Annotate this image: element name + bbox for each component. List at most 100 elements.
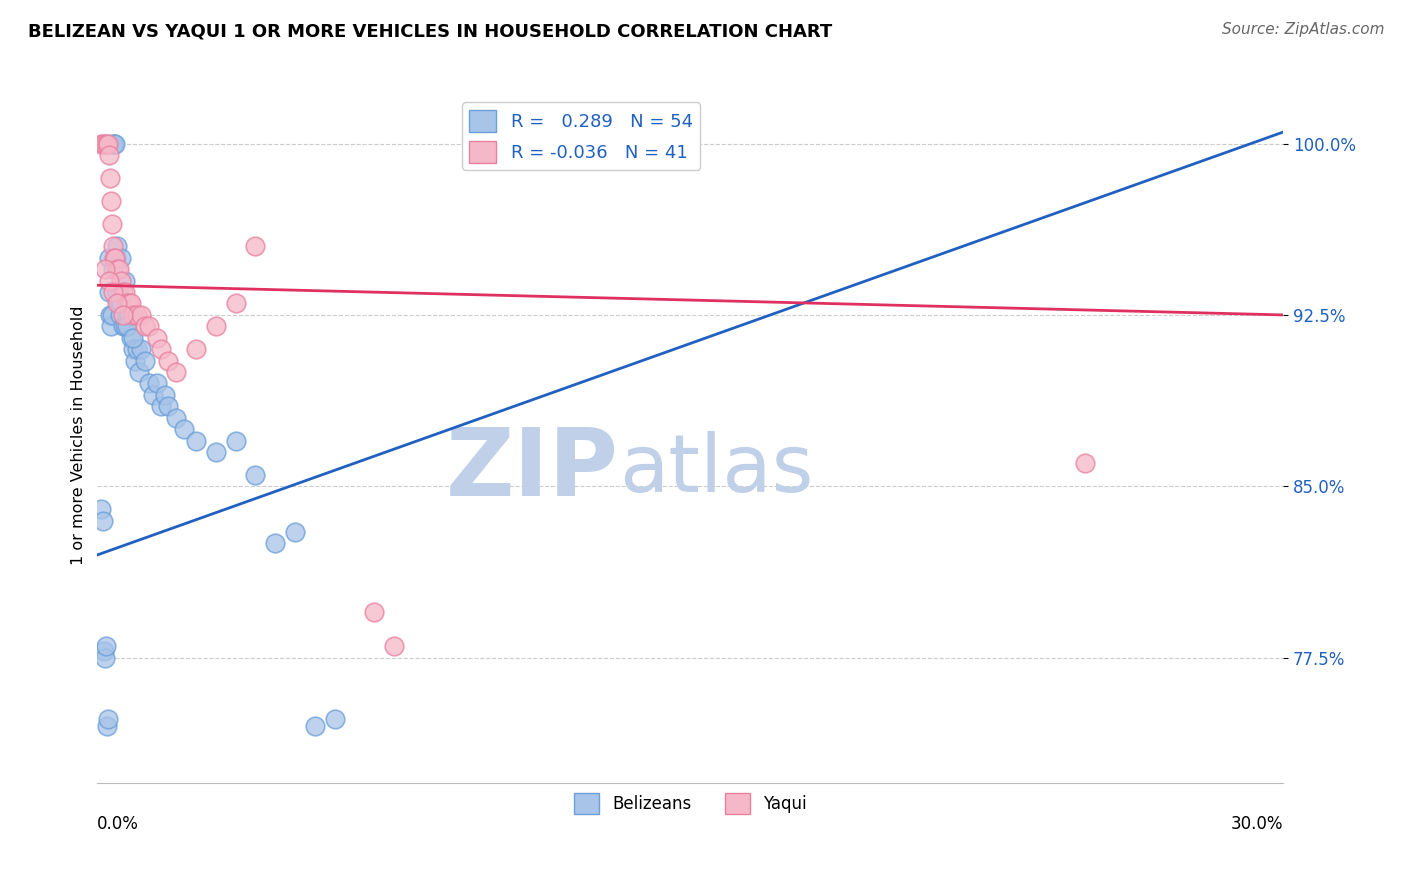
Point: [108, 262, 131, 277]
Point: [112, 319, 135, 334]
Point: [103, 136, 125, 151]
Text: 30.0%: 30.0%: [1230, 815, 1284, 833]
Point: [128, 365, 150, 379]
Text: atlas: atlas: [619, 431, 814, 508]
Point: [110, 274, 132, 288]
Point: [114, 319, 136, 334]
Point: [101, 136, 124, 151]
Point: [105, 262, 128, 277]
Point: [134, 353, 156, 368]
Point: [93, 644, 115, 658]
Point: [205, 319, 228, 334]
Point: [186, 434, 208, 448]
Point: [382, 640, 405, 654]
Point: [122, 308, 145, 322]
Point: [104, 251, 127, 265]
Point: [115, 296, 138, 310]
Legend: Belizeans, Yaqui: Belizeans, Yaqui: [567, 787, 813, 821]
Point: [118, 296, 141, 310]
Point: [94, 136, 117, 151]
Point: [91, 514, 114, 528]
Point: [134, 319, 156, 334]
Point: [100, 319, 122, 334]
Point: [110, 296, 132, 310]
Point: [98, 274, 121, 288]
Point: [124, 353, 146, 368]
Point: [142, 388, 165, 402]
Point: [114, 274, 136, 288]
Point: [105, 251, 128, 265]
Point: [125, 308, 148, 322]
Point: [112, 308, 135, 322]
Point: [96, 719, 118, 733]
Point: [112, 285, 135, 299]
Point: [94, 650, 117, 665]
Point: [104, 136, 127, 151]
Point: [98, 170, 121, 185]
Point: [105, 285, 128, 299]
Point: [108, 296, 131, 310]
Point: [98, 148, 121, 162]
Point: [1074, 457, 1097, 471]
Point: [245, 467, 267, 482]
Point: [157, 353, 180, 368]
Point: [101, 308, 124, 322]
Point: [157, 400, 180, 414]
Point: [103, 251, 125, 265]
Point: [264, 536, 287, 550]
Point: [98, 308, 121, 322]
Text: ZIP: ZIP: [446, 424, 619, 516]
Point: [105, 239, 128, 253]
Point: [90, 136, 112, 151]
Point: [101, 217, 124, 231]
Point: [129, 342, 152, 356]
Point: [118, 308, 141, 322]
Point: [90, 502, 112, 516]
Point: [225, 296, 247, 310]
Point: [115, 308, 138, 322]
Point: [120, 331, 142, 345]
Point: [138, 376, 160, 391]
Point: [122, 331, 145, 345]
Point: [363, 605, 385, 619]
Point: [145, 331, 167, 345]
Point: [110, 308, 132, 322]
Point: [225, 434, 247, 448]
Point: [138, 319, 160, 334]
Point: [120, 296, 142, 310]
Point: [100, 194, 122, 208]
Point: [98, 251, 121, 265]
Point: [153, 388, 176, 402]
Point: [173, 422, 195, 436]
Text: BELIZEAN VS YAQUI 1 OR MORE VEHICLES IN HOUSEHOLD CORRELATION CHART: BELIZEAN VS YAQUI 1 OR MORE VEHICLES IN …: [28, 22, 832, 40]
Point: [114, 285, 136, 299]
Point: [149, 400, 172, 414]
Point: [101, 239, 124, 253]
Point: [94, 262, 117, 277]
Point: [97, 136, 120, 151]
Point: [186, 342, 208, 356]
Point: [97, 713, 120, 727]
Point: [284, 524, 307, 539]
Point: [165, 365, 187, 379]
Point: [149, 342, 172, 356]
Point: [205, 445, 228, 459]
Text: Source: ZipAtlas.com: Source: ZipAtlas.com: [1222, 22, 1385, 37]
Point: [245, 239, 267, 253]
Point: [94, 640, 117, 654]
Point: [101, 285, 124, 299]
Point: [101, 262, 124, 277]
Point: [323, 713, 346, 727]
Point: [165, 410, 187, 425]
Point: [91, 136, 114, 151]
Point: [115, 319, 138, 334]
Point: [145, 376, 167, 391]
Point: [96, 136, 118, 151]
Point: [125, 342, 148, 356]
Point: [122, 342, 145, 356]
Point: [304, 719, 326, 733]
Text: 0.0%: 0.0%: [97, 815, 139, 833]
Point: [107, 296, 129, 310]
Y-axis label: 1 or more Vehicles in Household: 1 or more Vehicles in Household: [72, 305, 86, 565]
Point: [105, 296, 128, 310]
